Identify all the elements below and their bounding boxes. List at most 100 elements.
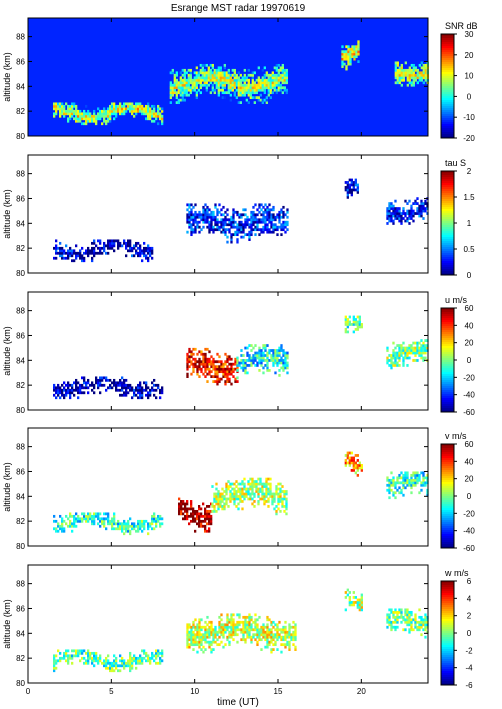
echo-cell (392, 207, 395, 210)
echo-cell (67, 249, 70, 253)
echo-cell (283, 509, 286, 513)
echo-cell (143, 246, 146, 250)
echo-cell (406, 476, 409, 480)
echo-cell (161, 122, 164, 126)
echo-cell (216, 382, 219, 386)
echo-cell (235, 485, 238, 488)
echo-cell (352, 468, 355, 472)
echo-cell (424, 344, 427, 347)
echo-cell (157, 654, 160, 658)
echo-cell (294, 648, 297, 651)
echo-cell (422, 209, 425, 213)
echo-cell (266, 359, 269, 362)
echo-cell (101, 112, 104, 116)
echo-cell (259, 490, 262, 493)
echo-cell (392, 491, 395, 495)
echo-cell (143, 388, 146, 392)
echo-cell (348, 598, 351, 602)
echo-cell (186, 203, 189, 207)
colorbar-segment (441, 593, 454, 596)
echo-cell (410, 491, 413, 495)
echo-cell (276, 354, 279, 357)
echo-cell (247, 78, 250, 82)
echo-cell (386, 346, 389, 350)
echo-cell (131, 249, 134, 253)
echo-cell (63, 249, 66, 253)
echo-cell (279, 76, 282, 80)
echo-cell (67, 119, 70, 123)
echo-cell (220, 367, 223, 371)
echo-cell (248, 625, 251, 629)
echo-cell (63, 529, 66, 533)
echo-cell (209, 76, 212, 80)
colorbar-segment (441, 597, 454, 600)
echo-cell (235, 492, 238, 496)
echo-cell (406, 76, 409, 80)
echo-cell (181, 78, 184, 82)
echo-cell (286, 210, 289, 214)
echo-cell (141, 249, 144, 253)
echo-cell (153, 512, 156, 516)
echo-cell (123, 522, 126, 526)
echo-cell (151, 104, 154, 108)
echo-cell (267, 492, 270, 496)
echo-cell (159, 659, 162, 663)
echo-cell (232, 628, 235, 632)
echo-cell (208, 645, 211, 649)
echo-cell (239, 500, 242, 503)
echo-cell (258, 233, 261, 237)
echo-cell (406, 73, 409, 77)
echo-cell (206, 514, 209, 518)
echo-cell (240, 620, 243, 624)
echo-cell (406, 356, 409, 360)
echo-cell (188, 218, 191, 222)
colorbar-segment (441, 476, 454, 479)
echo-cell (226, 372, 229, 376)
colorbar-segment (441, 500, 454, 503)
echo-cell (255, 485, 258, 488)
echo-cell (169, 88, 172, 92)
echo-cell (228, 230, 231, 234)
echo-cell (193, 76, 196, 80)
echo-cell (183, 78, 186, 82)
echo-cell (269, 73, 272, 77)
colorbar-segment (441, 40, 454, 43)
echo-cell (222, 220, 225, 224)
echo-cell (290, 633, 293, 637)
echo-cell (127, 522, 130, 526)
echo-cell (396, 364, 399, 367)
echo-cell (256, 361, 259, 365)
echo-cell (282, 369, 285, 372)
echo-cell (190, 640, 193, 644)
echo-cell (192, 517, 195, 521)
echo-cell (420, 488, 423, 492)
echo-cell (222, 633, 225, 637)
echo-cell (63, 256, 66, 260)
colorbar-segment (441, 388, 454, 391)
echo-cell (414, 481, 417, 485)
echo-cell (175, 73, 178, 77)
echo-cell (388, 207, 391, 210)
echo-cell (196, 650, 199, 654)
echo-cell (187, 78, 190, 82)
echo-cell (406, 608, 409, 612)
echo-cell (263, 91, 266, 95)
echo-cell (251, 96, 254, 100)
echo-cell (233, 497, 236, 501)
echo-cell (426, 202, 429, 205)
echo-cell (392, 209, 395, 213)
colorbar-segment (441, 322, 454, 325)
echo-cell (262, 218, 265, 222)
colorbar-segment (441, 227, 454, 230)
echo-cell (79, 651, 82, 655)
echo-cell (394, 618, 397, 622)
colorbar-segment (441, 504, 454, 507)
echo-cell (396, 356, 399, 360)
echo-cell (218, 365, 221, 369)
colorbar-tick-label: -60 (463, 544, 475, 553)
colorbar-segment (441, 607, 454, 610)
echo-cell (249, 495, 252, 498)
echo-cell (394, 625, 397, 629)
colorbar-segment (441, 633, 454, 636)
echo-cell (261, 487, 264, 491)
